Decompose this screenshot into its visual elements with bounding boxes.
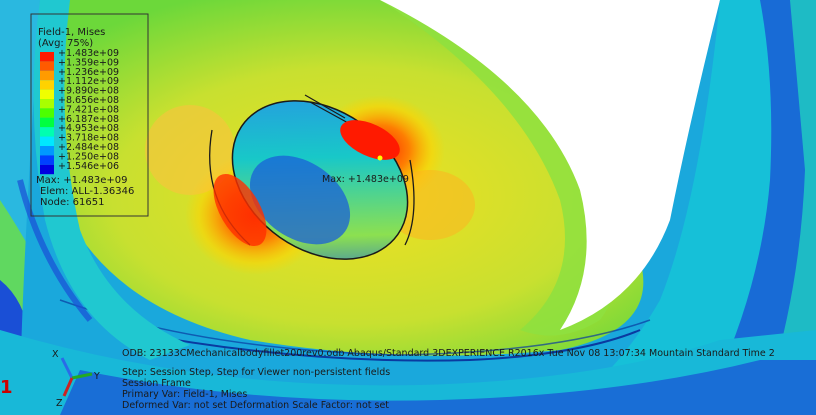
legend-swatch bbox=[40, 80, 54, 90]
legend-label: +1.483e+09 bbox=[58, 48, 119, 59]
legend-subtitle: (Avg: 75%) bbox=[38, 38, 93, 49]
legend-title: Field-1, Mises bbox=[38, 27, 105, 38]
primary-var-line: Primary Var: Field-1, Mises bbox=[122, 389, 247, 400]
legend-swatch bbox=[40, 99, 54, 109]
triad-x-label: X bbox=[52, 349, 59, 360]
contour-legend: Field-1, Mises (Avg: 75%) +1.483e+09+1.3… bbox=[30, 13, 149, 217]
status-block: ODB: 23133CMechanicalbodyfillet200rev0.o… bbox=[122, 348, 775, 411]
legend-swatch bbox=[40, 155, 54, 165]
legend-swatch bbox=[40, 117, 54, 128]
legend-label: +1.112e+09 bbox=[58, 76, 119, 87]
legend-label: +7.421e+08 bbox=[58, 104, 119, 115]
legend-label: +2.484e+08 bbox=[58, 142, 119, 153]
legend-label: +3.718e+08 bbox=[58, 133, 119, 144]
legend-swatch bbox=[40, 70, 54, 81]
legend-node: Node: 61651 bbox=[40, 197, 104, 208]
triad-z-label: Z bbox=[56, 398, 63, 409]
deformed-var-line: Deformed Var: not set Deformation Scale … bbox=[122, 400, 389, 411]
legend-label: +8.656e+08 bbox=[58, 95, 119, 106]
odb-line: ODB: 23133CMechanicalbodyfillet200rev0.o… bbox=[122, 348, 775, 359]
legend-bands: +1.483e+09+1.359e+09+1.236e+09+1.112e+09… bbox=[40, 48, 119, 175]
legend-swatch bbox=[40, 164, 54, 175]
max-annotation: Max: +1.483e+09 bbox=[322, 174, 409, 185]
triad-x-axis bbox=[60, 357, 74, 379]
legend-label: +1.359e+09 bbox=[58, 57, 119, 68]
legend-label: +9.890e+08 bbox=[58, 86, 119, 97]
legend-swatch bbox=[40, 108, 54, 118]
triad-y-label: Y bbox=[93, 371, 100, 382]
triad-z-axis bbox=[62, 377, 74, 397]
legend-swatch bbox=[40, 52, 54, 62]
legend-label: +1.546e+06 bbox=[58, 161, 119, 172]
side-marker: 1 bbox=[0, 377, 13, 398]
legend-label: +1.250e+08 bbox=[58, 151, 119, 162]
frame-line: Session Frame bbox=[122, 378, 191, 389]
step-line: Step: Session Step, Step for Viewer non-… bbox=[122, 367, 390, 378]
legend-swatch bbox=[40, 136, 54, 146]
legend-max: Max: +1.483e+09 bbox=[36, 175, 127, 186]
legend-label: +4.953e+08 bbox=[58, 123, 119, 134]
legend-label: +6.187e+08 bbox=[58, 114, 119, 125]
legend-swatch bbox=[40, 61, 54, 71]
legend-swatch bbox=[40, 89, 54, 99]
legend-elem: Elem: ALL-1.36346 bbox=[40, 186, 134, 197]
legend-label: +1.236e+09 bbox=[58, 67, 119, 78]
legend-swatch bbox=[40, 146, 54, 156]
triad-y-axis bbox=[71, 372, 93, 380]
axis-triad: X Y Z bbox=[52, 349, 100, 409]
legend-swatch bbox=[40, 127, 54, 137]
